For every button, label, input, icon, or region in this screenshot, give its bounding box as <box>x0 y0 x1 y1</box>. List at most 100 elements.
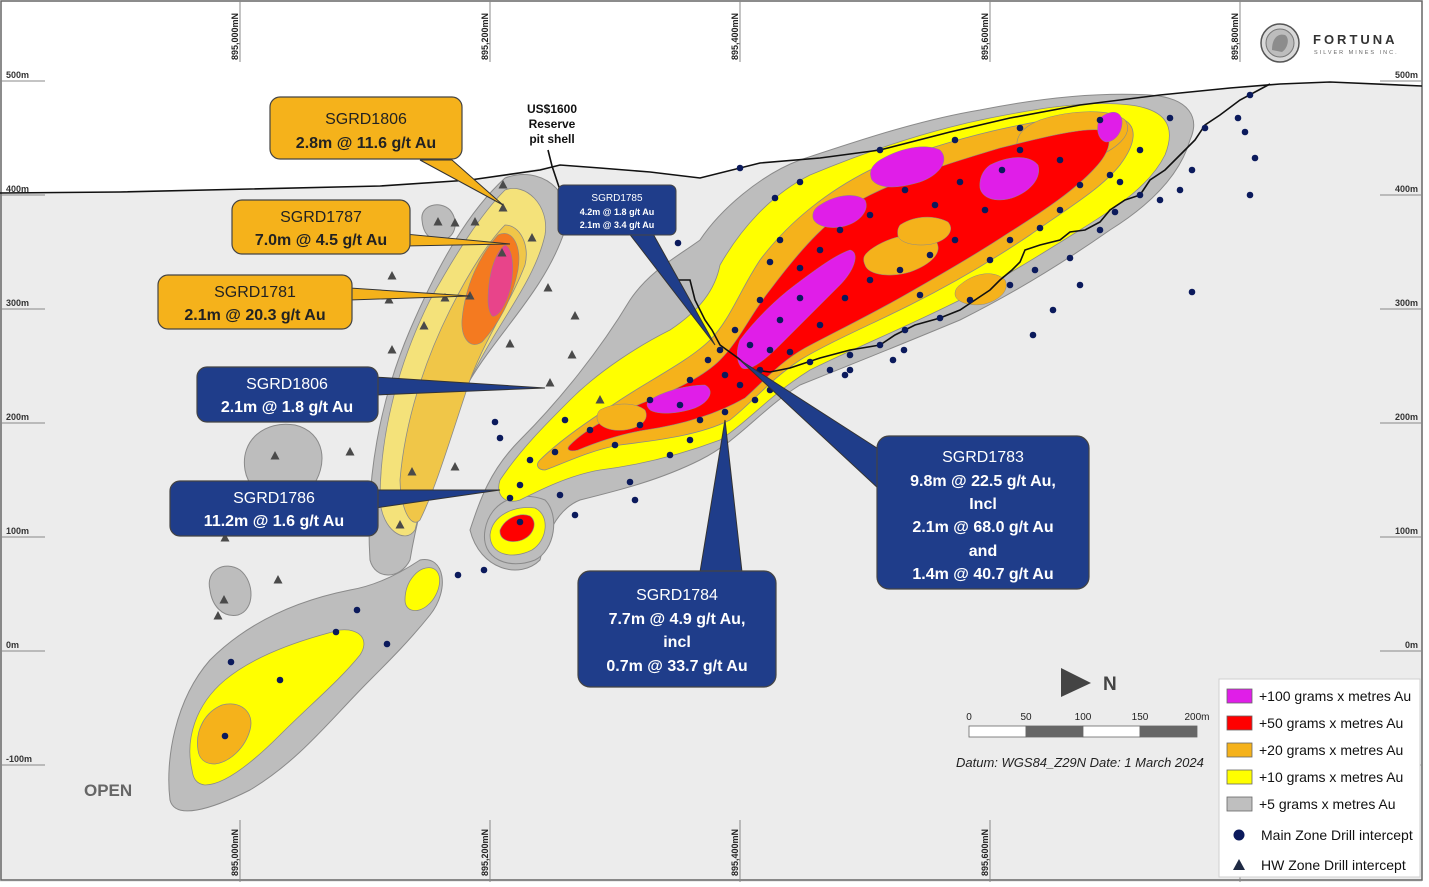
main-zone-drill-intercept <box>383 640 391 648</box>
callout-line: 1.4m @ 40.7 g/t Au <box>912 566 1053 583</box>
hw-zone-drill-intercept <box>450 462 460 471</box>
contour-hw-magenta <box>487 244 513 317</box>
hw-zone-drill-intercept <box>497 248 507 257</box>
legend-swatch <box>1226 715 1253 731</box>
main-zone-drill-intercept <box>676 401 684 409</box>
main-zone-drill-intercept <box>846 366 854 374</box>
main-zone-drill-intercept <box>716 346 724 354</box>
elevation-label-left: 500m <box>6 70 29 80</box>
main-zone-drill-intercept <box>1156 196 1164 204</box>
legend-label: +100 grams x metres Au <box>1259 688 1411 704</box>
contour-20-window-c <box>897 216 951 246</box>
main-zone-drill-intercept <box>1056 156 1064 164</box>
elevation-label-left: 100m <box>6 526 29 536</box>
elevation-label-left: 300m <box>6 298 29 308</box>
legend-main-zone-icon <box>1233 829 1245 841</box>
main-zone-drill-intercept <box>876 146 884 154</box>
callout-sgrd1786: SGRD1786 11.2m @ 1.6 g/t Au <box>169 480 379 537</box>
main-zone-drill-intercept <box>731 326 739 334</box>
main-zone-drill-intercept <box>721 408 729 416</box>
callout-line: 2.1m @ 1.8 g/t Au <box>221 399 353 416</box>
contour-20-window-d <box>596 403 647 431</box>
main-zone-drill-intercept <box>1016 146 1024 154</box>
elevation-label-left: 200m <box>6 412 29 422</box>
main-zone-drill-intercept <box>756 296 764 304</box>
main-zone-drill-intercept <box>1188 166 1196 174</box>
elevation-label-right: 300m <box>1395 298 1418 308</box>
elevation-label-left: 400m <box>6 184 29 194</box>
hw-zone-drill-intercept <box>567 350 577 359</box>
hw-zone-drill-intercept <box>387 345 397 354</box>
elevation-label-right: 500m <box>1395 70 1418 80</box>
contour-50-main <box>567 129 1110 452</box>
pit-shell-label-line: Reserve <box>529 117 576 131</box>
northing-label-bottom: 895,600mN <box>980 829 990 876</box>
legend-swatch <box>1226 688 1253 704</box>
north-label: N <box>1103 674 1117 695</box>
hw-zone-drill-intercept <box>387 271 397 280</box>
main-zone-drill-intercept <box>666 451 674 459</box>
scale-tick: 0 <box>966 712 972 723</box>
main-zone-drill-intercept <box>586 426 594 434</box>
main-zone-drill-intercept <box>1136 146 1144 154</box>
contour-100-c <box>979 157 1040 201</box>
northing-label-top: 895,200mN <box>480 13 490 60</box>
main-zone-drill-intercept <box>696 416 704 424</box>
northing-label-top: 895,000mN <box>230 13 240 60</box>
main-zone-drill-intercept <box>1246 91 1254 99</box>
main-zone-drill-intercept <box>826 366 834 374</box>
main-zone-drill-intercept <box>966 296 974 304</box>
main-zone-drill-intercept <box>1016 124 1024 132</box>
main-zone-drill-intercept <box>1076 181 1084 189</box>
scale-tick: 100 <box>1075 712 1092 723</box>
pit-shell-label: US$1600 Reserve pit shell <box>527 102 577 146</box>
hw-zone-drill-intercepts <box>213 180 605 620</box>
northing-label-bottom: 895,400mN <box>730 829 740 876</box>
legend-label: +5 grams x metres Au <box>1259 796 1396 812</box>
northing-label-top: 895,600mN <box>980 13 990 60</box>
hw-zone-drill-intercept <box>543 283 553 292</box>
callout-line: 9.8m @ 22.5 g/t Au, <box>910 473 1056 490</box>
north-arrow: N <box>1061 668 1117 697</box>
main-zone-drill-intercept <box>1096 116 1104 124</box>
callout-title: SGRD1784 <box>636 587 718 604</box>
logo-name: FORTUNA <box>1313 32 1398 47</box>
main-zone-drill-intercept <box>631 496 639 504</box>
main-zone-drill-intercept <box>986 256 994 264</box>
scale-tick: 50 <box>1020 712 1032 723</box>
contour-20-window-b <box>954 273 1007 306</box>
legend-swatch <box>1226 769 1253 785</box>
hw-zone-drill-intercept <box>498 180 508 189</box>
main-zone-drill-intercept <box>1234 114 1242 122</box>
contour-5-small-b <box>208 565 252 616</box>
main-zone-drill-intercept <box>1006 236 1014 244</box>
hw-zone-drill-intercept <box>450 218 460 227</box>
main-zone-drill-intercept <box>491 418 499 426</box>
main-zone-drill-intercept <box>1106 171 1114 179</box>
main-zone-drill-intercept <box>276 676 284 684</box>
main-zone-drill-intercept <box>776 236 784 244</box>
hw-zone-drill-intercept <box>219 595 229 604</box>
main-zone-drill-intercept <box>1036 224 1044 232</box>
hw-zone-drill-intercept <box>433 217 443 226</box>
hw-zone-drill-intercept <box>345 447 355 456</box>
callout-line: 4.2m @ 1.8 g/t Au <box>580 207 654 217</box>
main-zone-drill-intercept <box>1241 128 1249 136</box>
main-zone-drill-intercept <box>353 606 361 614</box>
main-zone-drill-intercept <box>951 136 959 144</box>
callout-line: 7.7m @ 4.9 g/t Au, <box>609 611 746 628</box>
main-zone-drill-intercept <box>776 316 784 324</box>
main-zone-drill-intercept <box>736 381 744 389</box>
main-zone-drill-intercepts <box>221 91 1259 740</box>
main-zone-drill-intercept <box>936 314 944 322</box>
elevation-label-left: -100m <box>6 754 32 764</box>
main-zone-drill-intercept <box>889 356 897 364</box>
main-zone-drill-intercept <box>516 481 524 489</box>
main-zone-drill-intercept <box>686 376 694 384</box>
elevation-label-right: 200m <box>1395 412 1418 422</box>
hw-zone-drill-intercept <box>498 203 508 212</box>
main-zone-drill-intercept <box>841 294 849 302</box>
main-zone-drill-intercept <box>786 348 794 356</box>
hw-zone-drill-intercept <box>570 311 580 320</box>
elevation-label-right: 0m <box>1405 640 1418 650</box>
